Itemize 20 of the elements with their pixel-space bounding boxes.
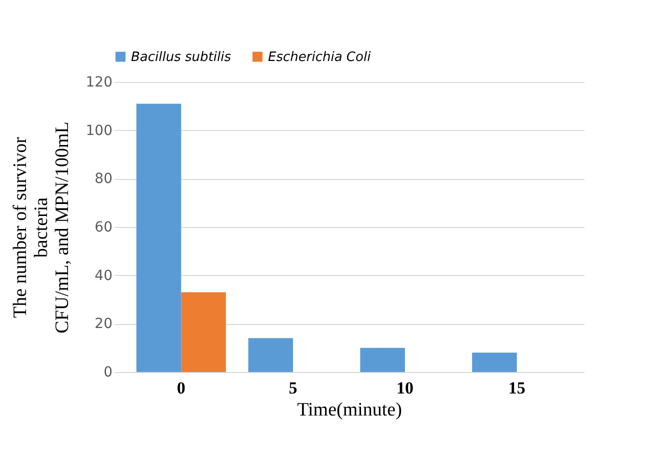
y-tick-label: 120 [86, 74, 112, 90]
bar [181, 292, 226, 372]
x-tick-label: 15 [508, 378, 526, 398]
y-tick-label: 0 [104, 364, 112, 380]
y-axis-title: The number of survivor bacteria CFU/mL, and MPN/100mL [10, 122, 73, 334]
x-tick-label: 5 [288, 378, 298, 398]
y-tick-label: 20 [94, 316, 112, 332]
bar [360, 348, 405, 372]
y-tick-label: 60 [94, 220, 112, 236]
y-tick-label: 40 [94, 268, 112, 284]
legend-label: Bacillus subtilis [131, 50, 232, 65]
y-tick-label: 100 [86, 122, 112, 139]
legend-label: Escherichia Coli [268, 50, 372, 65]
x-tick-label: 0 [176, 378, 186, 398]
bar [136, 104, 182, 372]
bar [472, 352, 517, 372]
x-axis-title: Time(minute) [297, 400, 402, 420]
y-tick-label: 80 [94, 171, 112, 188]
bar [248, 338, 294, 372]
x-tick-label: 10 [396, 378, 414, 398]
